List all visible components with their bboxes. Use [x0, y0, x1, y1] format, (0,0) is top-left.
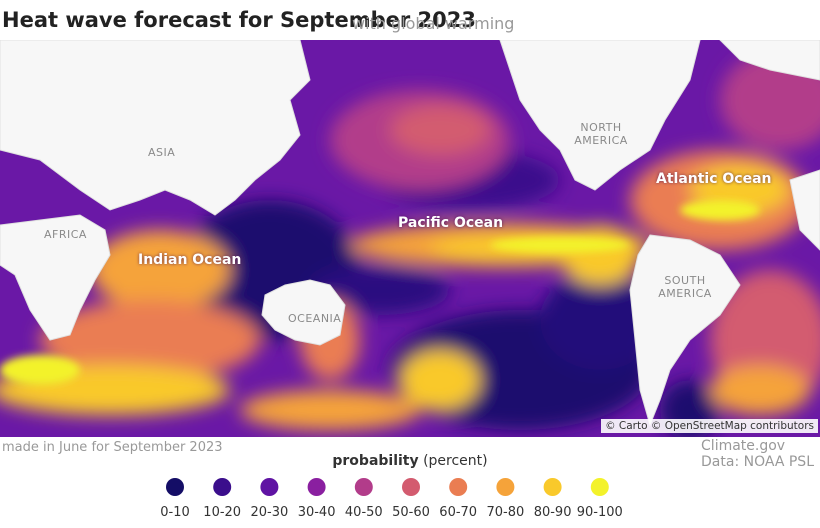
- legend-swatch: [402, 478, 420, 496]
- legend-label: 90-100: [577, 505, 623, 520]
- legend-swatch: [260, 478, 279, 496]
- continent-label: NORTH AMERICA: [574, 121, 628, 147]
- legend-swatch: [496, 478, 515, 496]
- legend-label: 80-90: [534, 505, 572, 520]
- legend-label: 10-20: [203, 505, 241, 520]
- legend-swatch: [307, 478, 326, 496]
- ocean-label: Atlantic Ocean: [656, 171, 772, 187]
- continent-label: ASIA: [148, 146, 176, 159]
- legend-swatch: [543, 478, 562, 496]
- map-shape: [0, 200, 760, 385]
- map-shape: [719, 40, 820, 81]
- map-shape: [240, 390, 420, 430]
- map-shape: [261, 279, 346, 346]
- map-image: [0, 40, 820, 437]
- map-shape: [0, 355, 80, 385]
- legend-label: 30-40: [298, 505, 336, 520]
- legend-title: probability (percent): [0, 453, 820, 469]
- legend-label: 40-50: [345, 505, 383, 520]
- legend-label: 50-60: [392, 505, 430, 520]
- map-shape: [789, 169, 820, 251]
- map-shape: [40, 300, 260, 380]
- ocean-label: Pacific Ocean: [398, 215, 504, 231]
- credit: Climate.gov Data: NOAA PSL: [701, 438, 814, 470]
- title: Heat wave forecast for September 2023: [2, 8, 476, 32]
- continent-label: OCEANIA: [288, 312, 342, 325]
- legend-swatch: [449, 478, 468, 496]
- map-shape: [710, 365, 810, 415]
- map-shape: [0, 214, 111, 341]
- legend-label: 0-10: [160, 505, 190, 520]
- map-shape: [0, 40, 820, 427]
- footnote: made in June for September 2023: [2, 440, 223, 455]
- legend-swatch: [354, 478, 373, 496]
- map-shape: [390, 105, 490, 155]
- map-shape: [560, 225, 640, 285]
- subtitle: with global warming: [352, 14, 515, 33]
- legend-swatch: [213, 478, 232, 496]
- legend-label: 60-70: [439, 505, 477, 520]
- map-shape: [0, 40, 311, 216]
- attribution: © Carto © OpenStreetMap contributors: [601, 419, 818, 433]
- continent-label: SOUTH AMERICA: [658, 274, 712, 300]
- map-shape: [310, 265, 450, 315]
- map-shape: [499, 40, 701, 191]
- legend-swatch: [590, 478, 609, 496]
- map-shape: [680, 200, 760, 220]
- ocean-label: Indian Ocean: [138, 252, 242, 268]
- map-shape: [629, 234, 741, 427]
- legend-label: 20-30: [251, 505, 289, 520]
- legend: 0-10 10-20 20-30 30-40 40-50 50-60 60-70 70-80 8…: [160, 478, 623, 520]
- legend-label: 70-80: [487, 505, 525, 520]
- data-source: Data: NOAA PSL: [701, 454, 814, 470]
- legend-swatch: [166, 478, 184, 496]
- map: ASIA AFRICA NORTH AMERICA SOUTH AMERICA …: [0, 40, 820, 437]
- credit-site: Climate.gov: [701, 438, 786, 454]
- legend-unit: (percent): [423, 453, 488, 469]
- map-shape: [400, 350, 480, 410]
- legend-title-text: probability: [332, 453, 419, 469]
- map-shape: [490, 237, 630, 253]
- continent-label: AFRICA: [44, 228, 87, 241]
- map-shape: [90, 230, 230, 310]
